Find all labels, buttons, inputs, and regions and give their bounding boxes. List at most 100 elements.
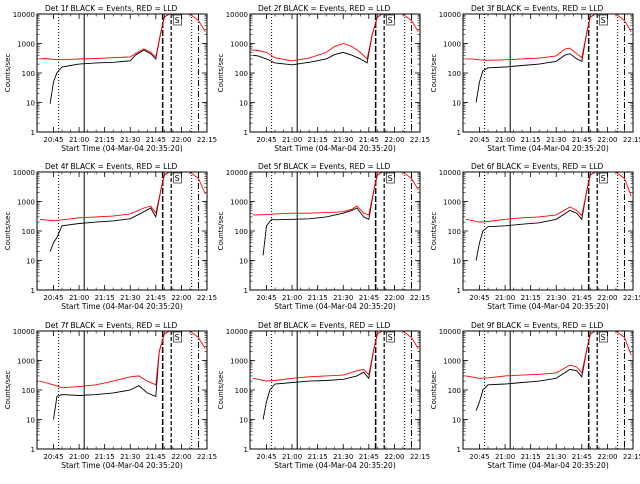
saa-annotation: S: [388, 333, 393, 342]
x-tick-label: 21:00: [69, 294, 89, 302]
x-tick-label: 21:15: [95, 453, 115, 461]
events-series-line: [49, 172, 170, 252]
y-tick-label: 100: [235, 387, 248, 395]
annotation-box: [386, 172, 395, 184]
annotation-box: [173, 331, 182, 343]
y-tick-label: 10000: [439, 328, 461, 336]
panel-title: Det 6f BLACK = Events, RED = LLD: [471, 162, 604, 171]
y-tick-label: 100: [235, 228, 248, 236]
y-tick-label: 10000: [13, 11, 35, 19]
x-tick-label: 21:45: [572, 136, 592, 144]
plot-frame: [462, 171, 634, 291]
saa-annotation: S: [175, 174, 180, 183]
y-tick-label: 10: [452, 100, 461, 108]
y-tick-label: 1: [244, 287, 248, 295]
x-tick-label: 21:00: [69, 136, 89, 144]
x-tick-label: 21:45: [359, 136, 379, 144]
plot-area: [252, 172, 419, 290]
saa-annotation: S: [601, 333, 606, 342]
y-tick-label: 1000: [17, 199, 35, 207]
panel-title: Det 3f BLACK = Events, RED = LLD: [471, 4, 604, 13]
x-tick-label: 21:30: [333, 136, 353, 144]
y-tick-label: 100: [448, 387, 461, 395]
y-tick-label: 10000: [439, 169, 461, 177]
x-tick-label: 22:15: [410, 136, 430, 144]
x-tick-label: 21:30: [546, 136, 566, 144]
events-series-line: [262, 331, 383, 420]
lld-series-line: [39, 14, 206, 61]
y-tick-label: 1: [457, 129, 461, 137]
y-tick-label: 10000: [226, 328, 248, 336]
events-series-line: [49, 14, 170, 104]
y-tick-label: 10: [26, 417, 35, 425]
x-tick-label: 22:15: [197, 136, 217, 144]
annotation-box: [599, 14, 608, 26]
y-tick-label: 1: [457, 446, 461, 454]
y-tick-label: 10: [26, 258, 35, 266]
lld-series-line: [465, 331, 632, 379]
lld-series-line: [465, 14, 632, 61]
x-tick-label: 22:15: [197, 294, 217, 302]
x-tick-label: 22:00: [384, 294, 404, 302]
y-axis-label: Counts/sec: [217, 54, 225, 93]
y-tick-label: 1000: [443, 199, 461, 207]
y-tick-label: 1000: [443, 358, 461, 366]
events-series-line: [475, 331, 596, 411]
x-tick-label: 21:15: [521, 136, 541, 144]
x-tick-label: 21:00: [495, 136, 515, 144]
x-tick-label: 21:15: [95, 294, 115, 302]
x-tick-label: 22:15: [410, 453, 430, 461]
x-tick-label: 21:15: [308, 294, 328, 302]
y-tick-label: 100: [22, 387, 35, 395]
x-tick-label: 21:30: [120, 136, 140, 144]
annotation-box: [386, 14, 395, 26]
y-tick-label: 10: [239, 100, 248, 108]
y-tick-label: 10000: [13, 328, 35, 336]
y-tick-label: 1: [31, 287, 35, 295]
x-tick-label: 22:00: [171, 294, 191, 302]
x-axis-label: Start Time (04-Mar-04 20:35:20): [61, 302, 183, 311]
x-tick-label: 21:45: [146, 453, 166, 461]
x-tick-label: 22:15: [197, 453, 217, 461]
x-tick-label: 21:15: [308, 136, 328, 144]
x-tick-label: 21:15: [521, 453, 541, 461]
x-tick-label: 22:00: [171, 453, 191, 461]
y-tick-label: 10: [452, 258, 461, 266]
plot-frame: [462, 330, 634, 450]
lld-series-line: [252, 14, 419, 62]
y-tick-label: 100: [448, 228, 461, 236]
y-tick-label: 100: [235, 70, 248, 78]
x-tick-label: 21:00: [495, 294, 515, 302]
x-tick-label: 20:45: [256, 453, 276, 461]
x-tick-label: 21:00: [495, 453, 515, 461]
x-tick-label: 21:15: [521, 294, 541, 302]
x-tick-label: 21:45: [572, 294, 592, 302]
x-tick-label: 21:15: [308, 453, 328, 461]
x-tick-label: 20:45: [469, 136, 489, 144]
saa-annotation: S: [601, 16, 606, 25]
y-tick-label: 100: [22, 70, 35, 78]
x-tick-label: 21:00: [282, 294, 302, 302]
saa-annotation: S: [601, 174, 606, 183]
y-tick-label: 10: [452, 417, 461, 425]
plot-area: [252, 331, 419, 449]
plot-area: [39, 331, 206, 449]
y-tick-label: 10000: [226, 11, 248, 19]
x-tick-label: 20:45: [43, 294, 63, 302]
y-axis-label: Counts/sec: [217, 212, 225, 251]
plot-frame: [36, 13, 208, 133]
plot-frame: [462, 13, 634, 133]
y-axis-label: Counts/sec: [4, 371, 12, 410]
plot-area: [465, 172, 632, 290]
x-tick-label: 21:30: [120, 453, 140, 461]
y-tick-label: 1: [244, 129, 248, 137]
saa-annotation: S: [388, 16, 393, 25]
annotation-box: [173, 172, 182, 184]
x-axis-label: Start Time (04-Mar-04 20:35:20): [274, 302, 396, 311]
annotation-box: [599, 331, 608, 343]
plot-area: [465, 331, 632, 449]
lld-series-line: [252, 172, 419, 216]
events-series-line: [475, 172, 596, 261]
lld-series-line: [39, 331, 206, 389]
